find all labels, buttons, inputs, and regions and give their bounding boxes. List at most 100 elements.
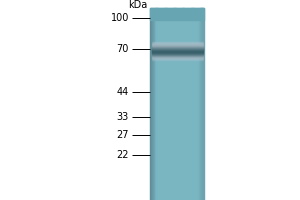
Bar — [152, 48, 202, 49]
Bar — [173, 8, 175, 200]
Bar — [176, 8, 177, 200]
Bar — [152, 58, 202, 59]
Bar — [152, 47, 202, 48]
Bar — [152, 51, 202, 52]
Bar — [170, 8, 171, 200]
Bar — [189, 8, 190, 200]
Bar — [175, 8, 176, 200]
Bar — [178, 8, 179, 200]
Bar — [155, 8, 157, 200]
Bar — [154, 8, 156, 200]
Bar — [196, 8, 197, 200]
Bar — [182, 8, 184, 200]
Bar — [152, 52, 202, 53]
Bar — [166, 8, 167, 200]
Bar — [152, 44, 202, 45]
Bar — [152, 56, 202, 57]
Bar — [190, 8, 192, 200]
Bar — [164, 8, 166, 200]
Bar — [182, 8, 183, 200]
Bar — [152, 57, 202, 58]
Bar — [195, 8, 196, 200]
Bar — [194, 8, 195, 200]
Bar — [174, 8, 175, 200]
Text: 22: 22 — [116, 150, 129, 160]
Bar — [152, 50, 202, 51]
Bar — [177, 8, 178, 200]
Bar — [197, 8, 198, 200]
Bar — [186, 8, 187, 200]
Bar — [185, 8, 186, 200]
Bar — [152, 49, 202, 50]
Bar — [172, 8, 173, 200]
Bar — [161, 8, 162, 200]
Text: 44: 44 — [117, 87, 129, 97]
Bar — [152, 8, 153, 200]
Bar — [152, 42, 202, 43]
Bar — [199, 8, 200, 200]
Bar — [154, 8, 155, 200]
Bar — [152, 44, 202, 45]
Bar — [152, 53, 202, 54]
Bar — [187, 8, 188, 200]
Bar — [152, 48, 202, 49]
Bar — [192, 8, 194, 200]
Bar — [162, 8, 163, 200]
Bar — [181, 8, 182, 200]
Bar — [152, 50, 202, 51]
Bar — [152, 59, 202, 60]
Text: 70: 70 — [117, 44, 129, 54]
Bar — [152, 45, 202, 46]
Bar — [163, 8, 164, 200]
Bar — [180, 8, 181, 200]
Text: 100: 100 — [111, 13, 129, 23]
Bar — [201, 8, 202, 200]
Bar — [152, 41, 202, 42]
Bar — [157, 8, 158, 200]
Bar — [152, 53, 202, 54]
Bar — [152, 55, 202, 56]
Bar — [200, 8, 201, 200]
Bar — [150, 8, 151, 200]
Text: 33: 33 — [117, 112, 129, 122]
Bar — [159, 8, 160, 200]
Text: 27: 27 — [116, 130, 129, 140]
Bar — [183, 8, 184, 200]
Bar — [190, 8, 191, 200]
Bar — [191, 8, 193, 200]
Bar — [198, 8, 199, 200]
Bar — [153, 8, 154, 200]
Bar — [152, 55, 202, 56]
Bar — [168, 8, 169, 200]
Bar — [179, 8, 180, 200]
Bar — [152, 43, 202, 44]
Bar — [152, 59, 202, 60]
Bar — [167, 8, 168, 200]
Bar — [169, 8, 170, 200]
Bar — [184, 8, 185, 200]
Bar — [158, 8, 159, 200]
Bar — [172, 8, 174, 200]
Bar — [171, 8, 172, 200]
Bar — [152, 45, 202, 46]
Bar — [200, 8, 202, 200]
Bar — [152, 47, 202, 48]
Bar — [152, 46, 202, 47]
Bar — [152, 43, 202, 44]
Bar — [151, 8, 152, 200]
Bar — [152, 58, 202, 59]
Text: kDa: kDa — [128, 0, 148, 10]
Bar — [164, 8, 165, 200]
Bar — [188, 8, 189, 200]
Bar — [152, 49, 202, 50]
Bar — [156, 8, 158, 200]
Bar — [152, 52, 202, 53]
Bar — [152, 54, 202, 55]
Bar — [152, 56, 202, 57]
Bar — [152, 57, 202, 58]
Bar — [150, 8, 204, 20]
Bar — [152, 42, 202, 43]
Bar — [160, 8, 161, 200]
Bar — [203, 8, 204, 200]
Bar — [202, 8, 203, 200]
